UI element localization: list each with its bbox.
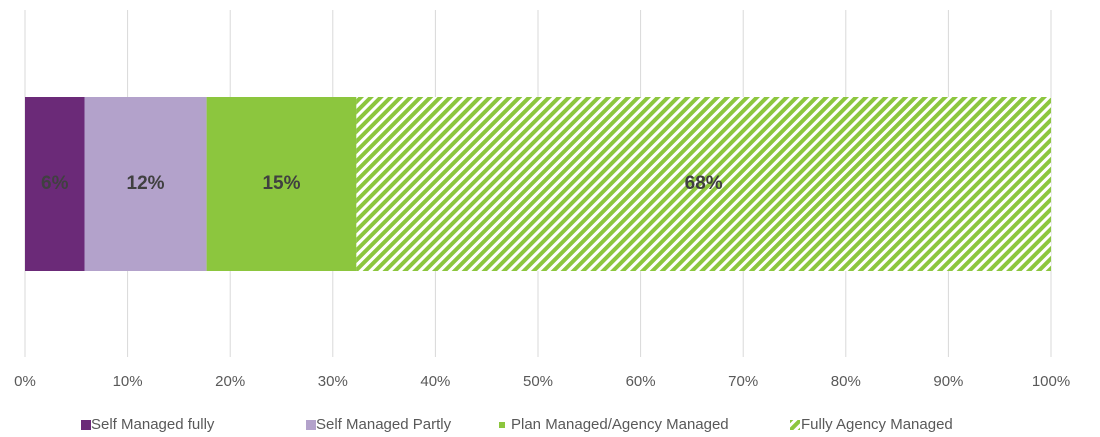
bar-segment: [25, 97, 85, 271]
legend-marker: [790, 420, 800, 430]
x-tick-label: 30%: [318, 373, 348, 390]
legend-label: Plan Managed/Agency Managed: [511, 416, 729, 433]
x-tick-label: 10%: [113, 373, 143, 390]
x-tick-label: 70%: [728, 373, 758, 390]
legend-label: Self Managed fully: [91, 416, 215, 433]
data-label: 68%: [685, 173, 723, 194]
x-tick-label: 100%: [1032, 373, 1070, 390]
x-tick-label: 20%: [215, 373, 245, 390]
x-tick-label: 40%: [420, 373, 450, 390]
legend-label: Fully Agency Managed: [801, 416, 953, 433]
x-tick-label: 50%: [523, 373, 553, 390]
legend-marker: [81, 420, 91, 430]
legend-marker: [499, 422, 505, 428]
x-tick-label: 0%: [14, 373, 36, 390]
legend-marker: [306, 420, 316, 430]
data-label: 6%: [41, 173, 69, 194]
bar-segment: [84, 97, 207, 271]
x-tick-label: 80%: [831, 373, 861, 390]
data-label: 15%: [262, 173, 300, 194]
bar-segment: [206, 97, 357, 271]
x-tick-label: 90%: [933, 373, 963, 390]
bar-segment: [356, 97, 1051, 271]
x-tick-label: 60%: [626, 373, 656, 390]
data-label: 12%: [127, 173, 165, 194]
legend-label: Self Managed Partly: [316, 416, 452, 433]
